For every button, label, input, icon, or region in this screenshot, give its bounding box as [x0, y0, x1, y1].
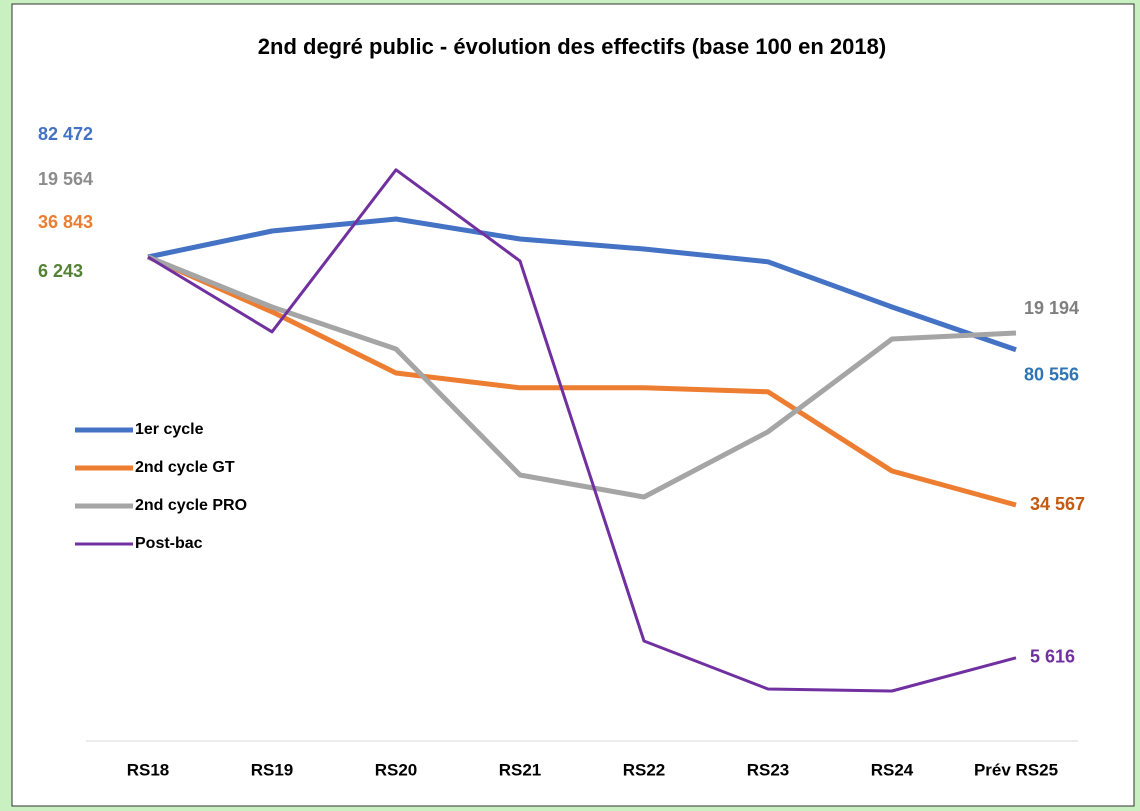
legend-label: 1er cycle	[135, 421, 204, 438]
start-label: 82 472	[38, 124, 93, 144]
end-label: 80 556	[1024, 365, 1079, 385]
x-tick-label: RS21	[499, 760, 542, 779]
start-label: 6 243	[38, 261, 83, 281]
start-label: 19 564	[38, 169, 93, 189]
x-tick-label: RS20	[375, 760, 418, 779]
series-line	[147, 168, 1017, 693]
series-line	[147, 216, 1017, 353]
chart-title: 2nd degré public - évolution des effecti…	[258, 34, 886, 59]
legend-label: 2nd cycle PRO	[135, 497, 247, 514]
end-label: 19 194	[1024, 298, 1079, 318]
x-tick-label: RS18	[127, 760, 170, 779]
start-label: 36 843	[38, 212, 93, 232]
x-tick-label: RS19	[251, 760, 294, 779]
end-label: 34 567	[1030, 494, 1085, 514]
x-tick-label: RS22	[623, 760, 666, 779]
x-tick-label: Prév RS25	[974, 760, 1058, 779]
legend-label: Post-bac	[135, 535, 203, 552]
series-line	[147, 254, 1017, 500]
chart-frame	[11, 3, 1135, 807]
series-line	[146, 254, 1017, 508]
end-label: 5 616	[1030, 647, 1075, 667]
legend-label: 2nd cycle GT	[135, 459, 235, 476]
x-tick-label: RS23	[747, 760, 790, 779]
x-tick-label: RS24	[871, 760, 914, 779]
